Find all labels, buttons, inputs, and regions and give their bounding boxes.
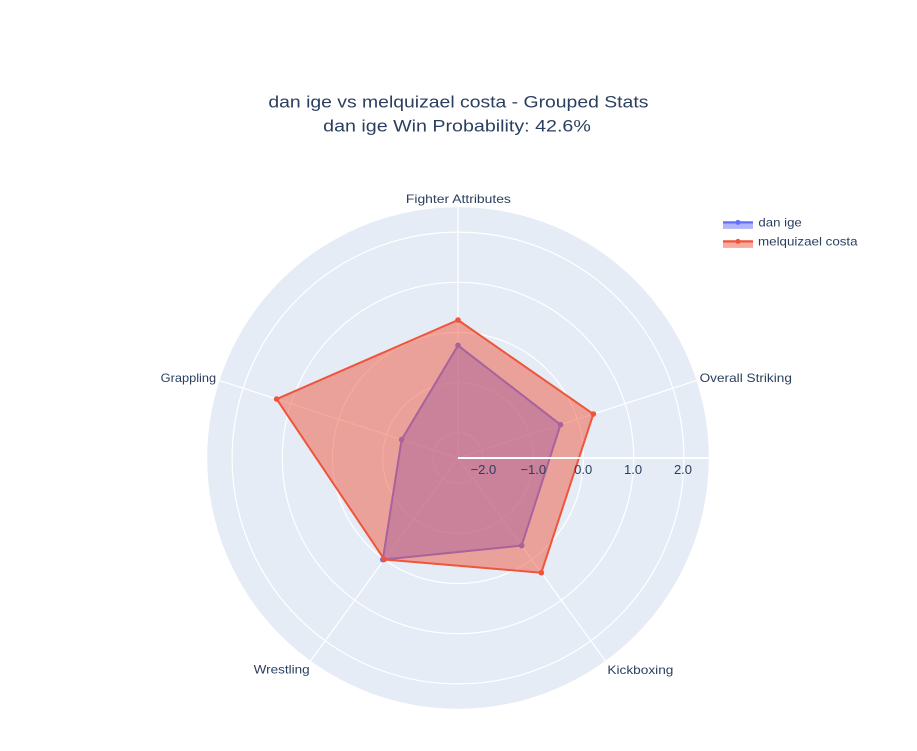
svg-text:Kickboxing: Kickboxing <box>607 663 673 677</box>
svg-text:melquizael costa: melquizael costa <box>758 235 858 249</box>
svg-text:0.0: 0.0 <box>574 462 592 477</box>
svg-text:dan ige: dan ige <box>758 216 802 230</box>
svg-text:Fighter Attributes: Fighter Attributes <box>406 192 511 206</box>
svg-text:−2.0: −2.0 <box>471 462 497 477</box>
svg-text:Wrestling: Wrestling <box>254 663 310 677</box>
svg-text:dan ige vs melquizael costa -: dan ige vs melquizael costa - Grouped St… <box>268 93 648 112</box>
svg-text:2.0: 2.0 <box>674 462 692 477</box>
svg-text:dan ige Win Probability: 42.6%: dan ige Win Probability: 42.6% <box>323 117 591 136</box>
svg-text:−1.0: −1.0 <box>520 462 546 477</box>
svg-text:Overall Striking: Overall Striking <box>700 371 792 385</box>
svg-text:1.0: 1.0 <box>624 462 642 477</box>
svg-text:Grappling: Grappling <box>161 371 216 385</box>
